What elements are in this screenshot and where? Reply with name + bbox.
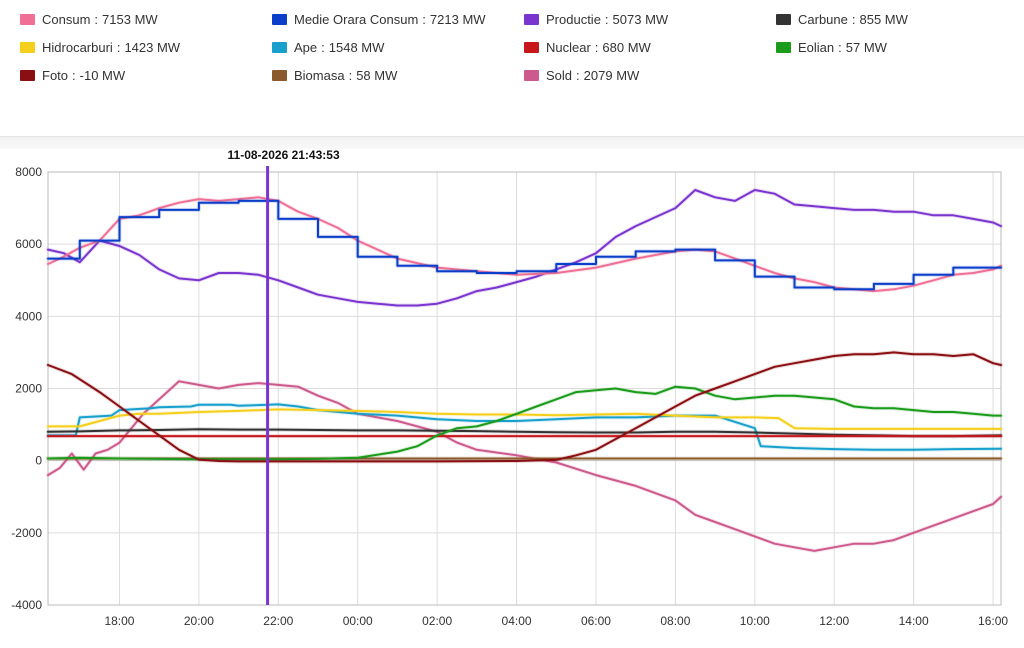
x-tick-label: 00:00 — [343, 614, 373, 628]
time-cursor-label: 11-08-2026 21:43:53 — [228, 148, 340, 162]
legend-value: 2079 MW — [583, 67, 640, 83]
legend-item-biomasa[interactable]: Biomasa:58 MW — [272, 66, 397, 84]
legend-separator: : — [72, 67, 76, 83]
legend-swatch — [272, 69, 287, 81]
series-line-productie — [47, 189, 1002, 307]
legend-separator: : — [851, 11, 856, 27]
legend-item-eolian[interactable]: Eolian:57 MW — [776, 38, 887, 56]
legend-item-consum[interactable]: Consum:7153 MW — [20, 10, 158, 28]
legend-label: Foto — [42, 67, 69, 83]
legend-item-nuclear[interactable]: Nuclear:680 MW — [524, 38, 651, 56]
legend-value: -10 MW — [79, 67, 126, 83]
legend-item-sold[interactable]: Sold:2079 MW — [524, 66, 639, 84]
legend-label: Ape — [294, 39, 318, 55]
legend-item-medie-orara-consum[interactable]: Medie Orara Consum:7213 MW — [272, 10, 486, 28]
series-line-ape — [47, 403, 1002, 451]
legend-label: Productie — [546, 11, 601, 27]
y-tick-label: -4000 — [11, 598, 42, 612]
series-line-eolian — [47, 385, 1002, 461]
x-tick-label: 20:00 — [184, 614, 214, 628]
series-line-medie-orara-consum — [47, 199, 1002, 291]
legend-swatch — [524, 13, 539, 25]
legend-swatch — [524, 69, 539, 81]
y-tick-label: 8000 — [15, 165, 42, 179]
legend-swatch — [20, 41, 35, 53]
legend-swatch — [272, 13, 287, 25]
legend-item-carbune[interactable]: Carbune:855 MW — [776, 10, 908, 28]
y-tick-label: 0 — [35, 454, 42, 468]
legend-label: Sold — [546, 67, 573, 83]
legend-separator: : — [594, 39, 599, 55]
series-line-foto — [47, 351, 1002, 463]
legend-value: 7153 MW — [102, 11, 158, 27]
legend-value: 680 MW — [602, 39, 651, 55]
legend-value: 58 MW — [356, 67, 398, 83]
x-tick-label: 22:00 — [263, 614, 293, 628]
legend-separator: : — [838, 39, 842, 55]
chart-legend: Consum:7153 MW Medie Orara Consum:7213 MW… — [0, 0, 1024, 136]
x-tick-label: 14:00 — [899, 614, 929, 628]
legend-separator: : — [348, 67, 353, 83]
legend-label: Carbune — [798, 11, 848, 27]
legend-value: 1548 MW — [328, 39, 385, 55]
legend-swatch — [20, 13, 35, 25]
series-line-carbune — [47, 428, 1002, 438]
legend-value: 1423 MW — [124, 39, 181, 55]
legend-separator: : — [116, 39, 121, 55]
legend-item-ape[interactable]: Ape:1548 MW — [272, 38, 384, 56]
legend-item-productie[interactable]: Productie:5073 MW — [524, 10, 668, 28]
series-line-consum — [47, 196, 1002, 293]
legend-item-hidrocarburi[interactable]: Hidrocarburi:1423 MW — [20, 38, 180, 56]
legend-value: 57 MW — [845, 39, 887, 55]
x-tick-label: 02:00 — [422, 614, 452, 628]
x-tick-label: 04:00 — [502, 614, 532, 628]
legend-label: Consum — [42, 11, 91, 27]
legend-separator: : — [604, 11, 609, 27]
legend-swatch — [776, 41, 791, 53]
legend-swatch — [20, 69, 35, 81]
chart-svg[interactable]: 18:00 20:00 22:00 00:00 02:00 04:00 06:00 08:00… — [0, 136, 1024, 648]
x-tick-label: 18:00 — [104, 614, 134, 628]
y-tick-label: -2000 — [11, 526, 42, 540]
x-tick-label: 08:00 — [660, 614, 690, 628]
x-tick-label: 12:00 — [819, 614, 849, 628]
legend-label: Nuclear — [546, 39, 591, 55]
legend-label: Biomasa — [294, 67, 345, 83]
legend-separator: : — [576, 67, 580, 83]
legend-separator: : — [422, 11, 426, 27]
legend-label: Medie Orara Consum — [294, 11, 419, 27]
y-tick-label: 6000 — [15, 237, 42, 251]
x-tick-label: 10:00 — [740, 614, 770, 628]
legend-item-foto[interactable]: Foto: -10 MW — [20, 66, 125, 84]
legend-label: Eolian — [798, 39, 835, 55]
legend-value: 7213 MW — [429, 11, 486, 27]
legend-label: Hidrocarburi — [42, 39, 113, 55]
legend-swatch — [272, 41, 287, 53]
plot-border — [47, 171, 1002, 606]
y-tick-label: 4000 — [15, 309, 42, 323]
legend-value: 855 MW — [859, 11, 908, 27]
legend-value: 5073 MW — [612, 11, 669, 27]
legend-separator: : — [94, 11, 99, 27]
series-line-sold — [47, 380, 1002, 552]
x-tick-label: 16:00 — [978, 614, 1008, 628]
y-tick-label: 2000 — [15, 382, 42, 396]
legend-swatch — [776, 13, 791, 25]
legend-swatch — [524, 41, 539, 53]
x-tick-label: 06:00 — [581, 614, 611, 628]
power-chart[interactable]: 18:00 20:00 22:00 00:00 02:00 04:00 06:00 08:00… — [0, 136, 1024, 648]
chart-header-band — [0, 136, 1024, 149]
legend-separator: : — [321, 39, 325, 55]
